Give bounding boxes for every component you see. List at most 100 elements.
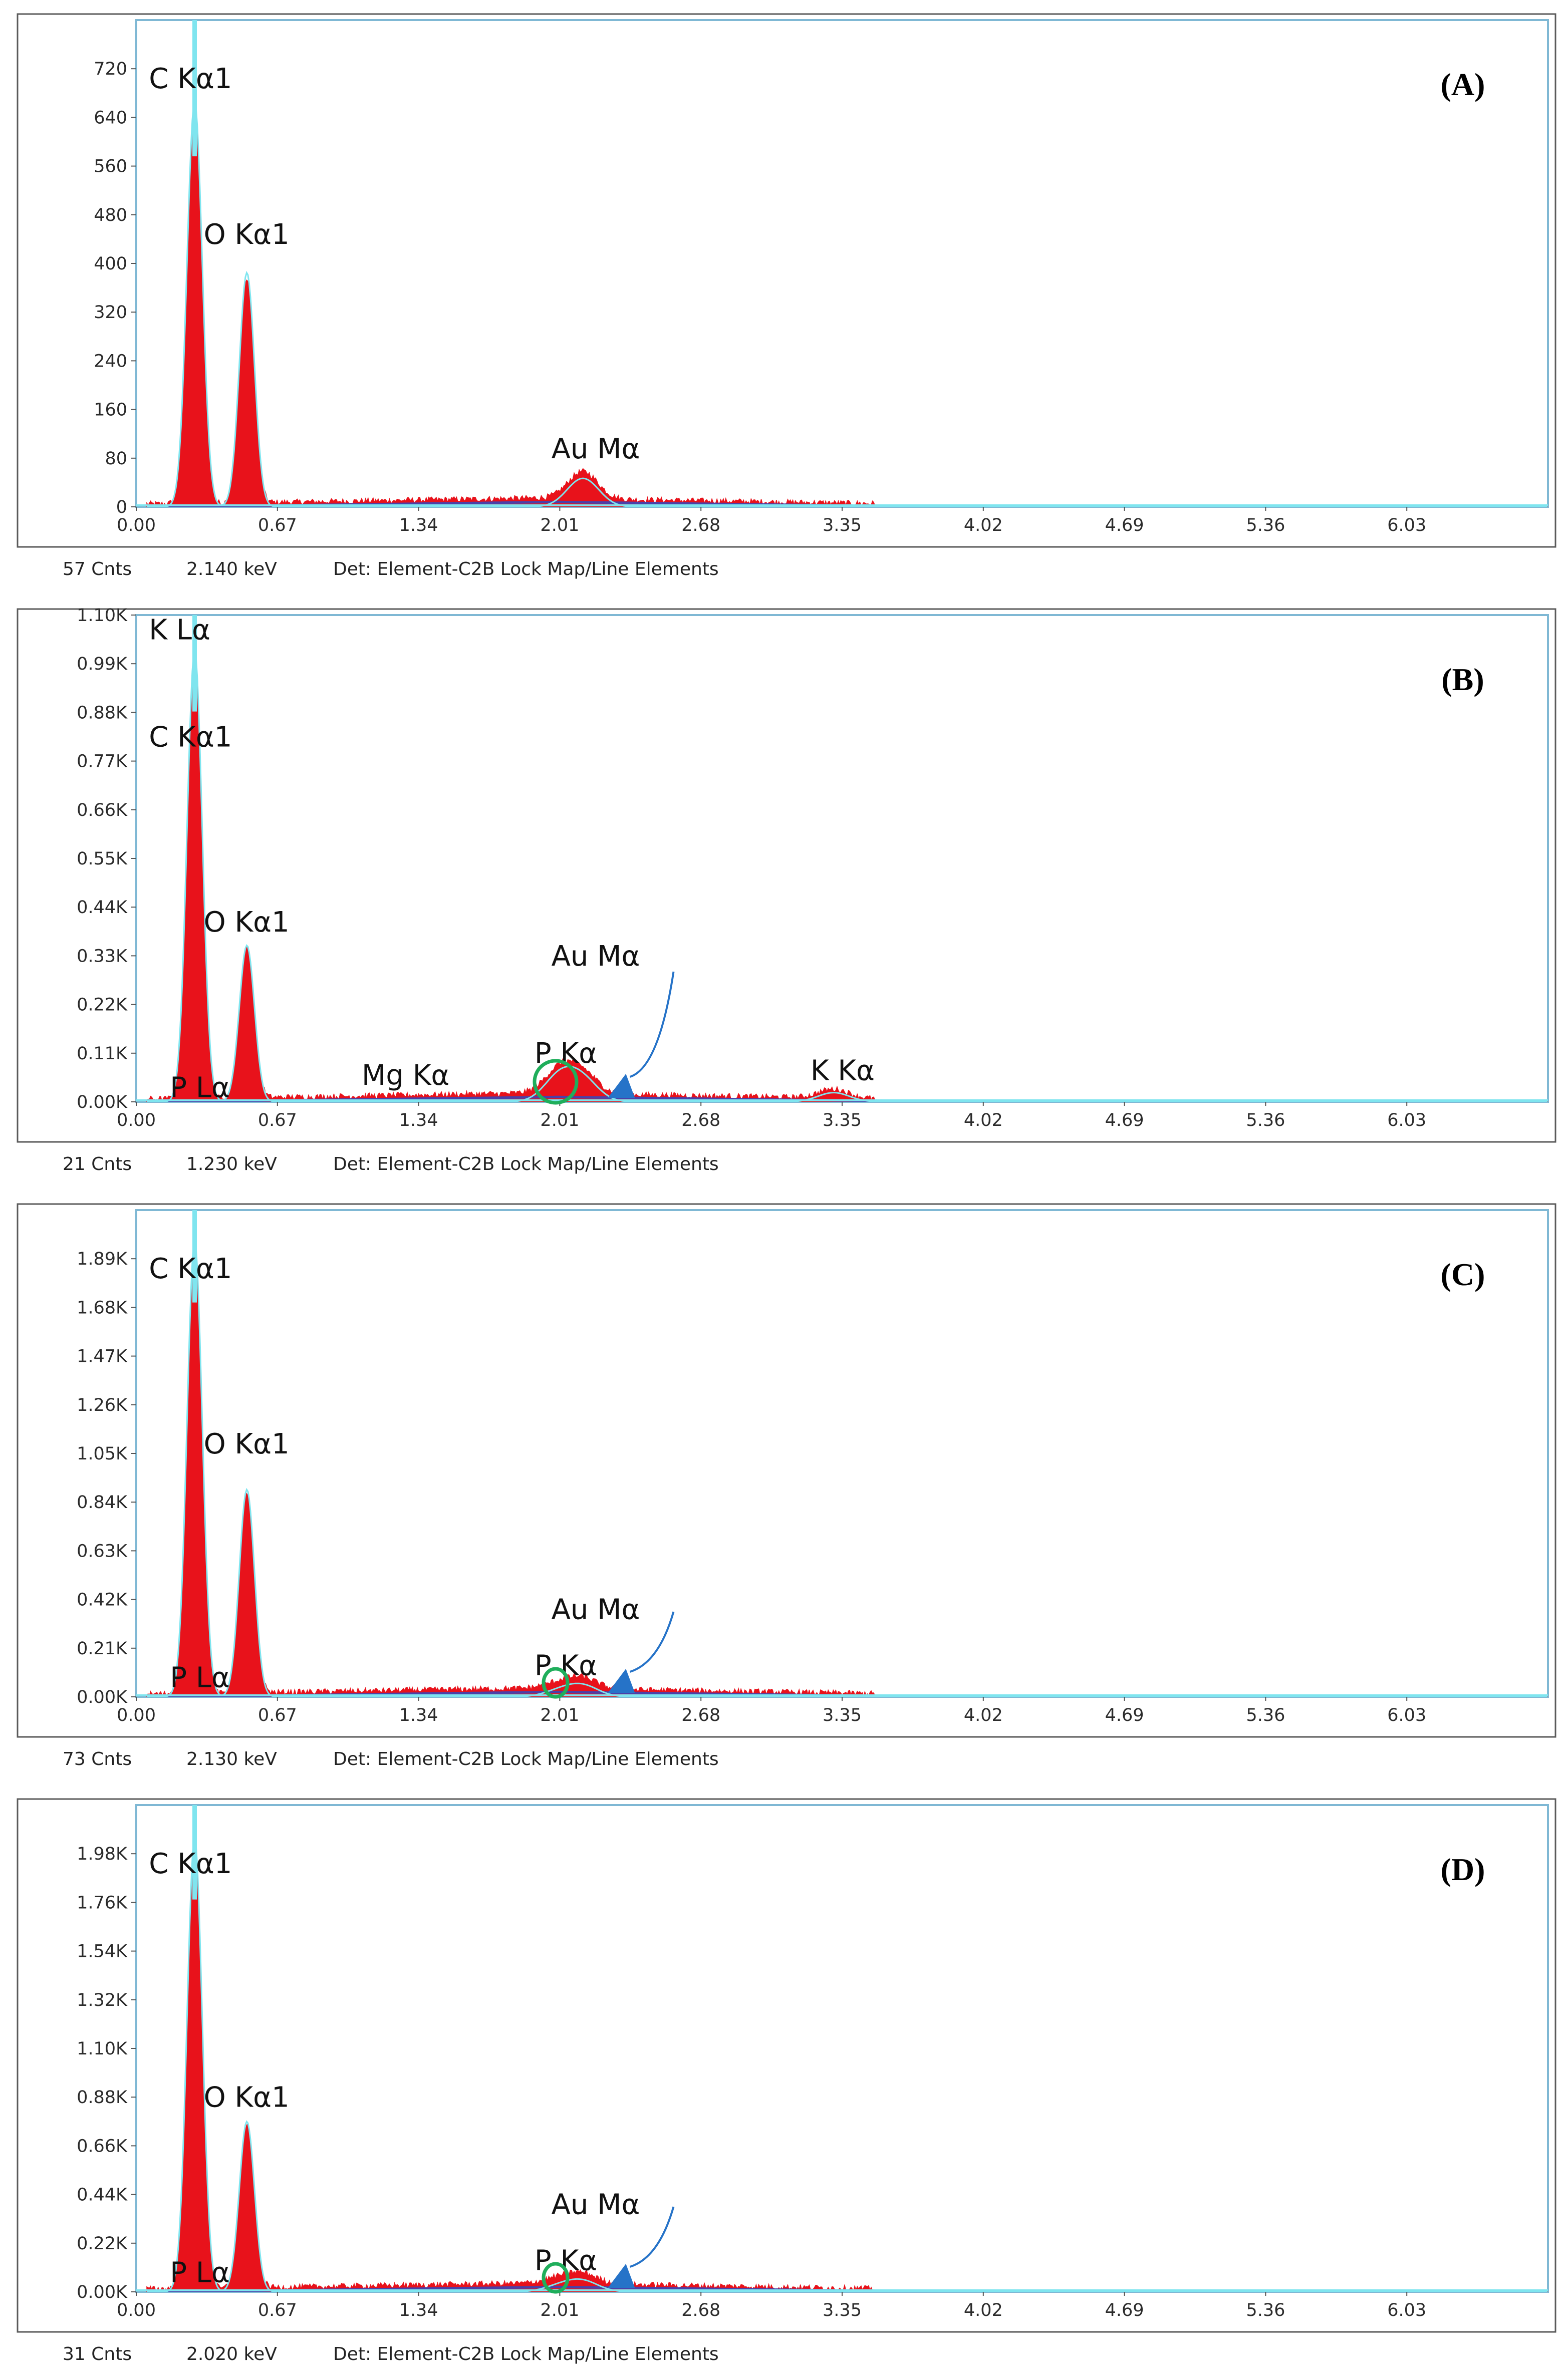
y-tick-label: 160 bbox=[94, 400, 127, 420]
x-tick-label: 3.35 bbox=[823, 2300, 862, 2320]
peak-label: P Lα bbox=[170, 2257, 230, 2289]
x-tick-label: 4.02 bbox=[964, 515, 1003, 535]
status-energy: 2.140 keV bbox=[186, 559, 277, 579]
peak-label: O Kα1 bbox=[204, 218, 290, 251]
spectrum-panel-c: 0.00K 0.21K 0.42K 0.63K 0.84K 1.05K 1.26K 1.47K… bbox=[17, 1203, 1556, 1769]
y-tick-label: 1.76K bbox=[77, 1893, 128, 1913]
y-tick-label: 0.66K bbox=[77, 2136, 128, 2156]
y-tick-label: 400 bbox=[94, 254, 127, 274]
p-ka-circle bbox=[542, 1667, 570, 1699]
x-tick-label: 1.34 bbox=[399, 2300, 438, 2320]
x-tick-label: 5.36 bbox=[1246, 2300, 1285, 2320]
peak-label: C Kα1 bbox=[149, 1848, 232, 1880]
x-tick-label: 2.01 bbox=[540, 2300, 579, 2320]
peak-label: Mg Kα bbox=[362, 1059, 449, 1092]
y-tick-label: 480 bbox=[94, 205, 127, 225]
x-tick-label: 4.69 bbox=[1105, 515, 1144, 535]
status-detector: Det: Element-C2B Lock Map/Line Elements bbox=[333, 1154, 719, 1174]
peak-label: Au Mα bbox=[552, 940, 640, 973]
spectrum-panel-a: 0 80 160 240 320 400 480 560 640 720 0.00 0.67 1.34 2… bbox=[17, 13, 1556, 579]
panel-frame bbox=[17, 13, 1556, 548]
p-ka-circle bbox=[542, 2262, 570, 2294]
x-tick-label: 0.67 bbox=[258, 515, 297, 535]
y-tick-label: 0.21K bbox=[77, 1639, 128, 1659]
y-tick-label: 0.00K bbox=[77, 1092, 128, 1112]
spectrum-group bbox=[136, 20, 1548, 507]
peak-label: Au Mα bbox=[552, 433, 640, 465]
au-arrow-head bbox=[608, 1074, 635, 1098]
status-detector: Det: Element-C2B Lock Map/Line Elements bbox=[333, 1749, 719, 1769]
y-tick-label: 240 bbox=[94, 351, 127, 371]
x-tick-label: 4.02 bbox=[964, 1705, 1003, 1725]
y-tick-label: 1.89K bbox=[77, 1249, 128, 1269]
y-tick-label: 1.10K bbox=[77, 2039, 128, 2059]
x-tick-label: 2.68 bbox=[681, 515, 720, 535]
x-tick-label: 6.03 bbox=[1387, 2300, 1426, 2320]
y-tick-label: 0.22K bbox=[77, 2234, 128, 2254]
x-tick-label: 0.67 bbox=[258, 1705, 297, 1725]
x-tick-label: 3.35 bbox=[823, 1110, 862, 1130]
x-tick-label: 4.69 bbox=[1105, 1110, 1144, 1130]
x-tick-label: 2.01 bbox=[540, 1705, 579, 1725]
status-detector: Det: Element-C2B Lock Map/Line Elements bbox=[333, 559, 719, 579]
x-tick-label: 4.69 bbox=[1105, 1705, 1144, 1725]
y-tick-label: 0.11K bbox=[77, 1044, 128, 1064]
peak-label: Au Mα bbox=[552, 1593, 640, 1626]
x-tick-label: 5.36 bbox=[1246, 1110, 1285, 1130]
y-tick-label: 0.00K bbox=[77, 2282, 128, 2302]
x-tick-label: 1.34 bbox=[399, 1110, 438, 1130]
y-tick-label: 720 bbox=[94, 59, 127, 79]
x-tick-label: 6.03 bbox=[1387, 1110, 1426, 1130]
au-arrow-line bbox=[629, 1611, 675, 1673]
spectrum-group bbox=[136, 1210, 1548, 1697]
spectrum-panel-b: 0.00K 0.11K 0.22K 0.33K 0.44K 0.55K 0.66K 0.77K… bbox=[17, 606, 1556, 1174]
x-tick-label: 5.36 bbox=[1246, 1705, 1285, 1725]
x-tick-label: 0.00 bbox=[117, 1110, 156, 1130]
au-arrow-line bbox=[629, 2206, 675, 2268]
x-tick-label: 0.00 bbox=[117, 2300, 156, 2320]
p-ka-circle bbox=[533, 1059, 579, 1105]
y-tick-label: 0.84K bbox=[77, 1493, 128, 1513]
peak-label: C Kα1 bbox=[149, 721, 232, 753]
x-tick-label: 2.68 bbox=[681, 1110, 720, 1130]
x-tick-label: 0.67 bbox=[258, 2300, 297, 2320]
y-tick-label: 0.22K bbox=[77, 995, 128, 1015]
panel-frame bbox=[17, 608, 1556, 1143]
peak-label: O Kα1 bbox=[204, 1428, 290, 1460]
au-arrow-line bbox=[629, 971, 675, 1078]
y-tick-label: 0.33K bbox=[77, 946, 128, 966]
x-tick-label: 0.67 bbox=[258, 1110, 297, 1130]
x-tick-label: 4.69 bbox=[1105, 2300, 1144, 2320]
fit-outline bbox=[147, 651, 1548, 1102]
panel-frame bbox=[17, 1203, 1556, 1738]
panel-letter: (A) bbox=[1441, 67, 1485, 102]
peak-label: K Lα bbox=[149, 614, 210, 647]
y-tick-label: 1.26K bbox=[77, 1395, 128, 1415]
panel-frame bbox=[17, 1798, 1556, 2333]
status-counts: 57 Cnts bbox=[63, 559, 132, 579]
y-tick-label: 1.10K bbox=[77, 606, 128, 626]
au-arrow-head bbox=[608, 1669, 635, 1693]
x-tick-label: 2.68 bbox=[681, 1705, 720, 1725]
y-tick-label: 0 bbox=[116, 497, 127, 517]
y-tick-label: 0.66K bbox=[77, 800, 128, 820]
panel-letter: (B) bbox=[1441, 662, 1484, 697]
x-tick-label: 2.01 bbox=[540, 515, 579, 535]
spectrum-group bbox=[136, 1805, 1548, 2292]
status-energy: 1.230 keV bbox=[186, 1154, 277, 1174]
status-counts: 31 Cnts bbox=[63, 2344, 132, 2364]
y-tick-label: 640 bbox=[94, 108, 127, 128]
y-tick-label: 560 bbox=[94, 157, 127, 177]
status-counts: 21 Cnts bbox=[63, 1154, 132, 1174]
peak-label: K Kα bbox=[811, 1054, 875, 1087]
x-tick-label: 1.34 bbox=[399, 1705, 438, 1725]
peak-label: P Lα bbox=[170, 1662, 230, 1694]
y-tick-label: 1.54K bbox=[77, 1942, 128, 1962]
x-tick-label: 4.02 bbox=[964, 1110, 1003, 1130]
y-tick-label: 80 bbox=[105, 449, 127, 469]
panel-letter: (D) bbox=[1441, 1852, 1485, 1887]
y-tick-label: 0.42K bbox=[77, 1590, 128, 1610]
x-tick-label: 0.00 bbox=[117, 1705, 156, 1725]
y-tick-label: 0.55K bbox=[77, 849, 128, 869]
x-tick-label: 1.34 bbox=[399, 515, 438, 535]
